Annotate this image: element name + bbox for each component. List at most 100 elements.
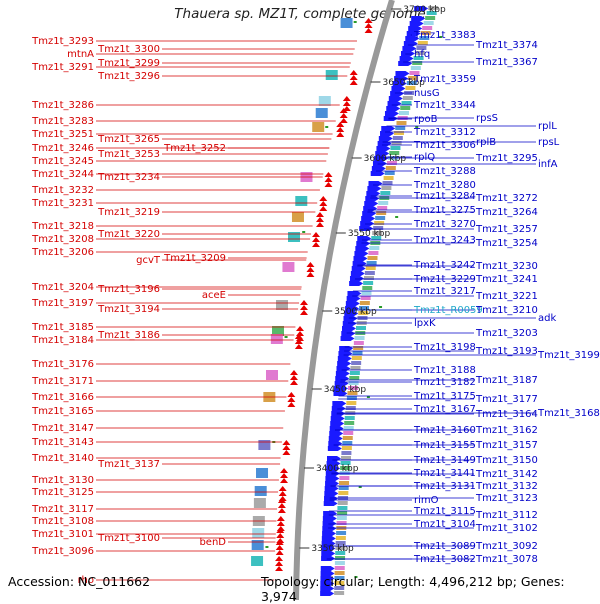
gene-label: Tmz1t_3147 (31, 423, 94, 434)
cog-block (339, 476, 350, 480)
cog-block (377, 206, 388, 210)
forward-gene-arrow (349, 75, 358, 80)
gene-label: Tmz1t_3270 (413, 219, 476, 230)
gene-label: Tmz1t_3102 (475, 523, 538, 534)
reverse-gene-arrow (325, 471, 340, 476)
reverse-gene-arrow (349, 281, 364, 286)
gene-label: Tmz1t_3300 (97, 44, 160, 55)
forward-gene-arrow (315, 212, 324, 217)
cog-block (396, 121, 407, 125)
reverse-gene-arrow (330, 416, 345, 421)
gc-skew-marker (284, 336, 288, 338)
gene-label: Tmz1t_3096 (31, 546, 94, 557)
gene-label: Tmz1t_3140 (31, 453, 94, 464)
cog-block (338, 491, 349, 495)
forward-gene-arrow (287, 402, 296, 407)
forward-gene-arrow (289, 380, 298, 385)
reverse-gene-arrow (405, 36, 420, 41)
cog-block (335, 556, 346, 560)
gene-label: rho (78, 575, 94, 586)
cog-block (426, 11, 437, 15)
forward-gene-arrow (349, 70, 358, 75)
gc-skew-marker (379, 306, 383, 308)
gene-label: hfq (414, 49, 430, 60)
gene-label: Tmz1t_3229 (413, 274, 476, 285)
gc-skew-marker (325, 126, 329, 128)
forward-gene-arrow (364, 28, 373, 33)
reverse-gene-arrow (395, 71, 410, 76)
axis-tick-label: 3400 kbp (316, 464, 359, 474)
reverse-gene-arrow (324, 491, 339, 496)
forward-gene-arrow (275, 550, 284, 555)
gene-label: Tmz1t_3253 (97, 149, 160, 160)
cog-block (346, 401, 357, 405)
cog-block (384, 171, 395, 175)
forward-gene-arrow (294, 344, 303, 349)
axis-tick-label: 3350 kbp (311, 544, 354, 554)
cog-block (339, 481, 350, 485)
reverse-gene-arrow (342, 321, 357, 326)
gene-label: Tmz1t_3296 (97, 71, 160, 82)
forward-gene-arrow (294, 334, 303, 339)
gene-label: Tmz1t_3104 (413, 519, 476, 530)
forward-gene-arrow (300, 305, 308, 310)
gene-label: Tmz1t_3219 (97, 207, 160, 218)
cog-block (398, 111, 409, 115)
cog-block (344, 421, 355, 425)
gc-skew-marker (358, 486, 362, 488)
forward-gene-arrow (275, 566, 284, 571)
cog-block (417, 41, 428, 45)
reverse-gene-arrow (414, 6, 429, 11)
reverse-gene-arrow (367, 186, 382, 191)
gene-label: Tmz1t_3295 (475, 153, 538, 164)
gene-label: Tmz1t_3359 (413, 74, 476, 85)
cog-block (295, 196, 308, 206)
forward-gene-arrow (282, 440, 291, 445)
cog-block (334, 591, 345, 595)
reverse-gene-arrow (332, 401, 347, 406)
reverse-gene-arrow (392, 81, 407, 86)
backbone-arc (293, 0, 395, 600)
reverse-gene-arrow (326, 466, 341, 471)
gene-label: gcvT (136, 255, 161, 266)
cog-block (412, 61, 423, 65)
forward-gene-arrow (336, 132, 345, 137)
cog-block (336, 521, 347, 525)
forward-gene-arrow (289, 375, 298, 380)
forward-gene-arrow (306, 267, 315, 272)
reverse-gene-arrow (320, 571, 335, 576)
gc-skew-marker (415, 126, 419, 128)
cog-block (345, 406, 356, 410)
gene-label: Tmz1t_3199 (537, 350, 600, 361)
cog-block (325, 70, 338, 80)
gene-label: rpoB (414, 114, 438, 125)
gene-label: Tmz1t_3288 (413, 166, 476, 177)
forward-gene-arrow (339, 113, 348, 118)
reverse-gene-arrow (391, 86, 406, 91)
reverse-gene-arrow (328, 436, 343, 441)
forward-gene-arrow (349, 80, 358, 85)
gene-label: Tmz1t_3101 (31, 529, 94, 540)
cog-block (276, 300, 288, 310)
cog-block (409, 71, 420, 75)
cog-block (420, 31, 431, 35)
cog-block (351, 361, 362, 365)
forward-gene-arrow (282, 450, 291, 455)
reverse-gene-arrow (343, 316, 358, 321)
reverse-gene-arrow (337, 361, 352, 366)
gc-skew-marker (265, 546, 269, 548)
cog-block (343, 431, 354, 435)
cog-block (394, 131, 405, 135)
reverse-gene-arrow (325, 481, 340, 486)
reverse-gene-arrow (326, 461, 341, 466)
forward-gene-arrow (280, 468, 289, 473)
cog-block (342, 441, 353, 445)
reverse-gene-arrow (320, 586, 335, 591)
cog-block (386, 161, 397, 165)
cog-block (258, 440, 271, 450)
gene-label: rplL (538, 121, 557, 132)
forward-gene-arrow (364, 23, 373, 28)
cog-block (335, 541, 346, 545)
gene-label: adk (538, 313, 556, 324)
cog-block (349, 371, 360, 375)
